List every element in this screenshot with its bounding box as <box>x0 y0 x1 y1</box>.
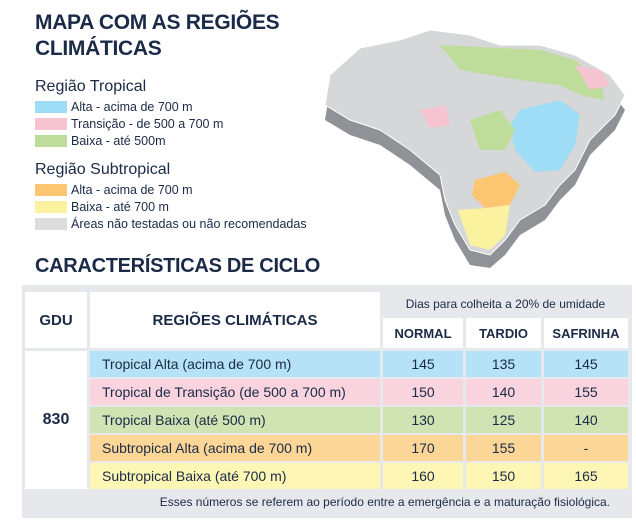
value-cell: 145 <box>544 351 628 377</box>
legend-swatch <box>35 100 67 113</box>
legend-group: Região Tropical Alta - acima de 700 m Tran… <box>35 78 307 149</box>
legend-item: Transição - de 500 a 700 m <box>35 115 307 132</box>
value-cell: 160 <box>383 463 463 489</box>
legend-label: Alta - acima de 700 m <box>71 182 193 197</box>
legend-swatch <box>35 117 67 130</box>
value-cell: - <box>544 435 628 461</box>
value-cell: 130 <box>383 407 463 433</box>
legend-swatch <box>35 217 67 230</box>
days-header: Dias para colheita a 20% de umidade <box>405 297 606 311</box>
legend-item: Alta - acima de 700 m <box>35 98 307 115</box>
legend-label: Baixa - até 700 m <box>71 199 169 214</box>
value-cell: 170 <box>383 435 463 461</box>
legend-item: Baixa - até 500m <box>35 132 307 149</box>
column-header: TARDIO <box>466 318 541 348</box>
region-cell: Subtropical Baixa (até 700 m) <box>90 463 380 489</box>
legend-label: Transição - de 500 a 700 m <box>71 116 224 131</box>
region-cell: Tropical de Transição (de 500 a 700 m) <box>90 379 380 405</box>
table: GDU REGIÕES CLIMÁTICAS Dias para colheita … <box>22 285 632 518</box>
value-cell: 165 <box>544 463 628 489</box>
region-header: REGIÕES CLIMÁTICAS <box>90 292 380 348</box>
region-cell: Tropical Baixa (até 500 m) <box>90 407 380 433</box>
legend-swatch <box>35 183 67 196</box>
legend-label: Alta - acima de 700 m <box>71 99 193 114</box>
gdu-header: GDU <box>25 292 87 348</box>
legend-swatch <box>35 200 67 213</box>
legend-item: Alta - acima de 700 m <box>35 181 307 198</box>
value-cell: 150 <box>383 379 463 405</box>
legend-label: Áreas não testadas ou não recomendadas <box>71 216 307 231</box>
legend-swatch <box>35 134 67 147</box>
value-cell: 155 <box>466 435 541 461</box>
value-cell: 155 <box>544 379 628 405</box>
value-cell: 140 <box>466 379 541 405</box>
column-header: SAFRINHA <box>544 318 628 348</box>
section-title: CARACTERÍSTICAS DE CICLO <box>35 255 321 277</box>
value-cell: 125 <box>466 407 541 433</box>
column-header: NORMAL <box>383 318 463 348</box>
map-title: MAPA COM AS REGIÕES CLIMÁTICAS <box>35 11 280 60</box>
region-cell: Tropical Alta (acima de 700 m) <box>90 351 380 377</box>
footnote: Esses números se referem ao período entr… <box>159 495 610 509</box>
value-cell: 135 <box>466 351 541 377</box>
legend-item: Baixa - até 700 m <box>35 198 307 215</box>
value-cell: 150 <box>466 463 541 489</box>
legend-group-title: Região Tropical <box>35 78 147 95</box>
map <box>324 29 626 268</box>
region-cell: Subtropical Alta (acima de 700 m) <box>90 435 380 461</box>
legend-group-title: Região Subtropical <box>35 161 171 178</box>
legend: Região Tropical Alta - acima de 700 m Tran… <box>35 78 307 232</box>
legend-group: Região Subtropical Alta - acima de 700 m B… <box>35 161 307 232</box>
legend-label: Baixa - até 500m <box>71 133 166 148</box>
legend-item: Áreas não testadas ou não recomendadas <box>35 215 307 232</box>
value-cell: 145 <box>383 351 463 377</box>
value-cell: 140 <box>544 407 628 433</box>
gdu-value: 830 <box>25 351 87 489</box>
